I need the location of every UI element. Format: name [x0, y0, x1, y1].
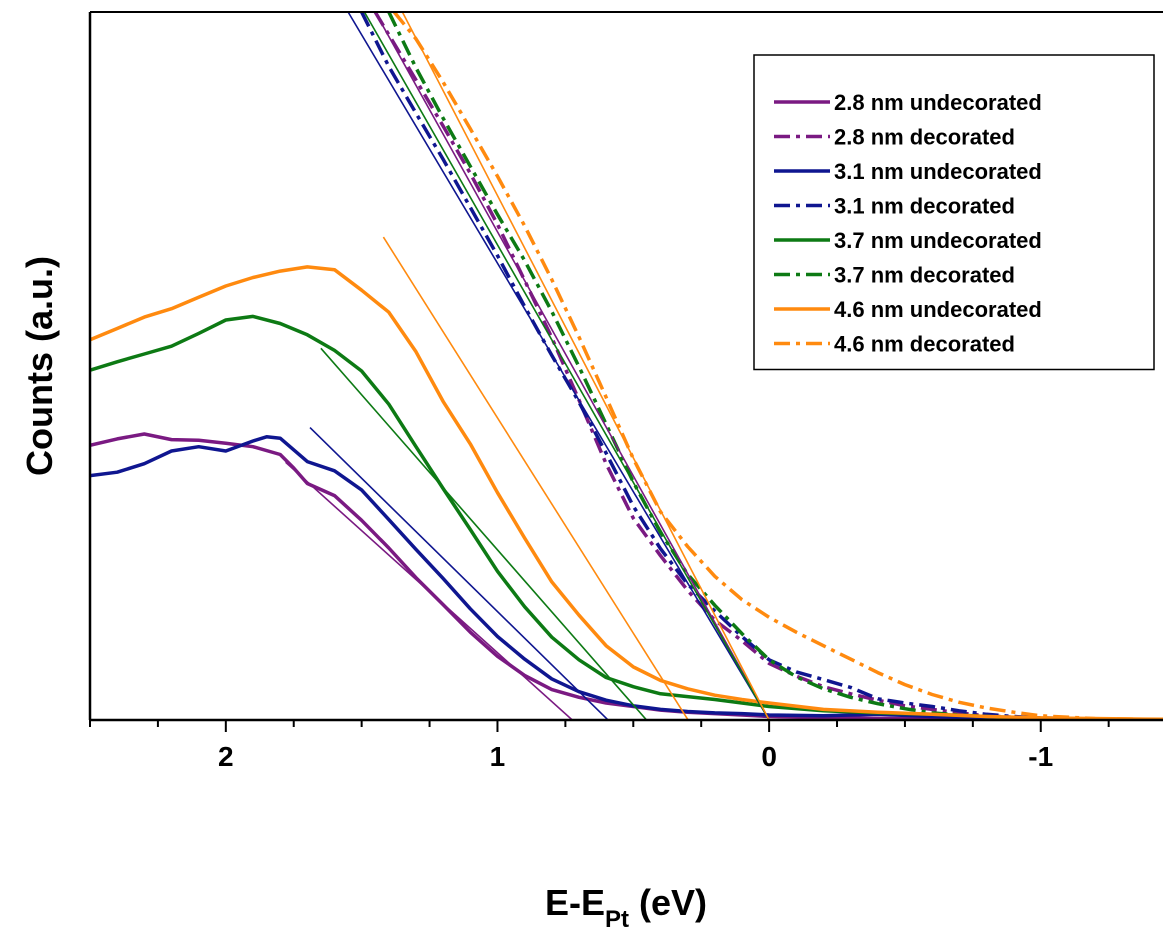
series-3-7-nm-fit: [320, 347, 648, 720]
series-4-6-nm-fit: [382, 236, 690, 720]
series-3-1-nm-fit: [309, 427, 610, 720]
series-3-1-nm-undecorated: [90, 435, 1163, 720]
legend-label: 4.6 nm decorated: [834, 332, 1015, 357]
series-fit-4-6-nm-decorated: [401, 12, 770, 720]
y-axis-title: Counts (a.u.): [19, 256, 60, 476]
legend-frame: [753, 54, 1155, 371]
x-tick-label: 0: [761, 741, 777, 772]
x-tick-label: -1: [1028, 741, 1053, 772]
series-3-1-nm-decorated: [360, 12, 1163, 720]
legend-label: 4.6 nm undecorated: [834, 297, 1042, 322]
legend-label: 2.8 nm undecorated: [834, 90, 1042, 115]
axes-layer: 2 1 0 -1: [88, 11, 1163, 772]
legend-label: 2.8 nm decorated: [834, 125, 1015, 150]
series-2-8-nm-fit: [285, 461, 574, 720]
x-tick-label: 1: [490, 741, 506, 772]
legend: 2.8 nm undecorated 2.8 nm decorated 3.1 nm…: [753, 54, 1155, 371]
legend-label: 3.7 nm undecorated: [834, 228, 1042, 253]
legend-label: 3.1 nm undecorated: [834, 159, 1042, 184]
series-layer: [90, 12, 1163, 720]
series-fit-2-8-nm-decorated: [374, 12, 770, 720]
x-tick-label: 2: [218, 741, 234, 772]
series-3-7-nm-undecorated: [90, 314, 1163, 720]
x-axis-title: E-EPt (eV): [545, 882, 707, 933]
legend-label: 3.7 nm decorated: [834, 263, 1015, 288]
series-4-6-nm-undecorated: [90, 265, 1163, 720]
series-2-8-nm-decorated: [373, 12, 1163, 720]
legend-label: 3.1 nm decorated: [834, 194, 1015, 219]
series-fit-3-1-nm-decorated: [347, 12, 770, 720]
series-fit-3-7-nm-decorated: [363, 12, 770, 720]
series-2-8-nm-undecorated: [90, 432, 1163, 720]
series-4-6-nm-decorated: [392, 12, 1163, 720]
